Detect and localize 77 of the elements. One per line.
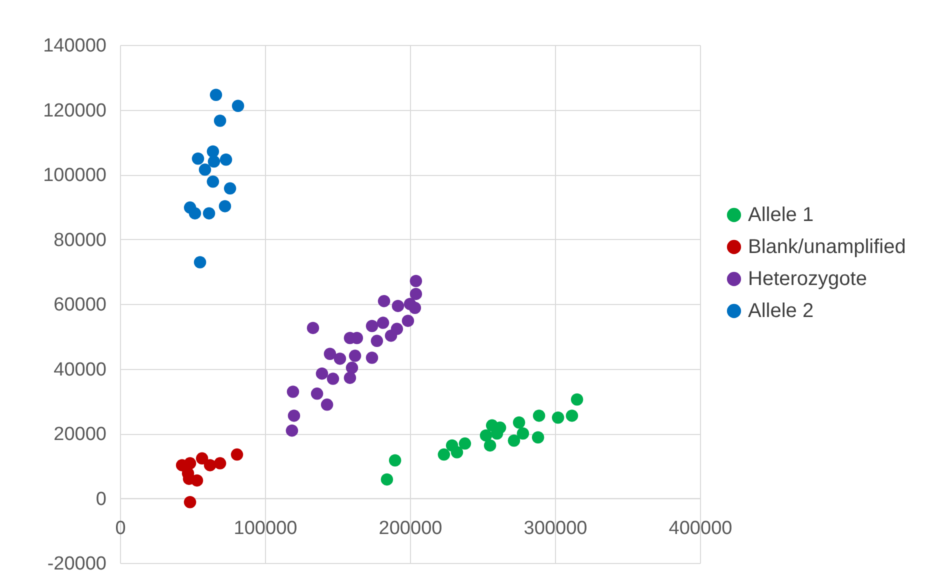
point xyxy=(220,153,232,166)
point xyxy=(196,452,208,465)
point xyxy=(218,200,232,212)
point xyxy=(458,437,472,450)
point xyxy=(404,298,416,310)
point xyxy=(188,207,202,220)
y-tick-label: 120000 xyxy=(43,100,106,122)
legend-label: Allele 2 xyxy=(748,300,814,322)
point xyxy=(390,322,404,336)
point xyxy=(508,434,520,447)
point xyxy=(532,431,544,444)
point xyxy=(516,427,530,440)
point xyxy=(224,182,236,195)
point xyxy=(198,164,212,176)
x-tick-label: 100000 xyxy=(234,518,298,539)
point xyxy=(208,155,220,168)
point xyxy=(484,439,496,452)
point xyxy=(344,372,356,384)
point xyxy=(204,459,216,472)
x-tick-label: 0 xyxy=(115,518,126,539)
point xyxy=(206,176,220,188)
point xyxy=(410,274,422,288)
point xyxy=(376,316,390,329)
point xyxy=(380,473,394,486)
point xyxy=(230,448,244,461)
point xyxy=(194,256,206,268)
legend-label: Allele 1 xyxy=(748,204,814,226)
point xyxy=(310,388,324,400)
point xyxy=(192,152,204,165)
point xyxy=(320,398,334,411)
point xyxy=(366,352,378,364)
point xyxy=(410,288,422,300)
y-tick-label: 140000 xyxy=(43,36,106,56)
point xyxy=(286,424,298,437)
point xyxy=(324,348,336,360)
point xyxy=(450,446,464,458)
point xyxy=(370,334,384,348)
x-tick-label: 300000 xyxy=(524,518,588,539)
point xyxy=(286,386,300,398)
point xyxy=(378,294,390,308)
point xyxy=(388,454,402,466)
x-tick-label: 200000 xyxy=(378,518,442,539)
point xyxy=(210,88,222,101)
point xyxy=(214,114,226,127)
y-tick-label: 80000 xyxy=(54,230,106,251)
x-tick-label: 400000 xyxy=(668,518,732,539)
point xyxy=(326,372,340,385)
point xyxy=(366,320,378,332)
point xyxy=(348,350,362,362)
point xyxy=(512,416,526,429)
point xyxy=(306,322,320,334)
legend-label: Heterozygote xyxy=(748,268,867,290)
point xyxy=(334,352,346,365)
point xyxy=(570,393,584,406)
y-tick-label: 60000 xyxy=(54,294,106,316)
legend-label: Blank/unamplified xyxy=(748,236,906,258)
point xyxy=(346,362,358,374)
y-tick-label: 100000 xyxy=(43,165,106,186)
point xyxy=(566,410,578,422)
point xyxy=(214,457,226,470)
point xyxy=(184,496,196,508)
point xyxy=(288,410,300,422)
point xyxy=(552,412,564,424)
y-tick-label: 40000 xyxy=(54,359,106,380)
point xyxy=(480,429,492,442)
point xyxy=(232,100,244,112)
y-tick-label: 0 xyxy=(96,488,106,510)
point xyxy=(202,207,216,220)
y-tick-label: -20000 xyxy=(47,554,106,574)
point xyxy=(392,300,404,312)
point xyxy=(438,448,450,461)
point xyxy=(184,457,196,470)
point xyxy=(532,410,546,422)
point xyxy=(402,314,414,327)
y-tick-label: 20000 xyxy=(54,424,106,445)
point xyxy=(206,145,220,158)
point xyxy=(316,367,328,380)
